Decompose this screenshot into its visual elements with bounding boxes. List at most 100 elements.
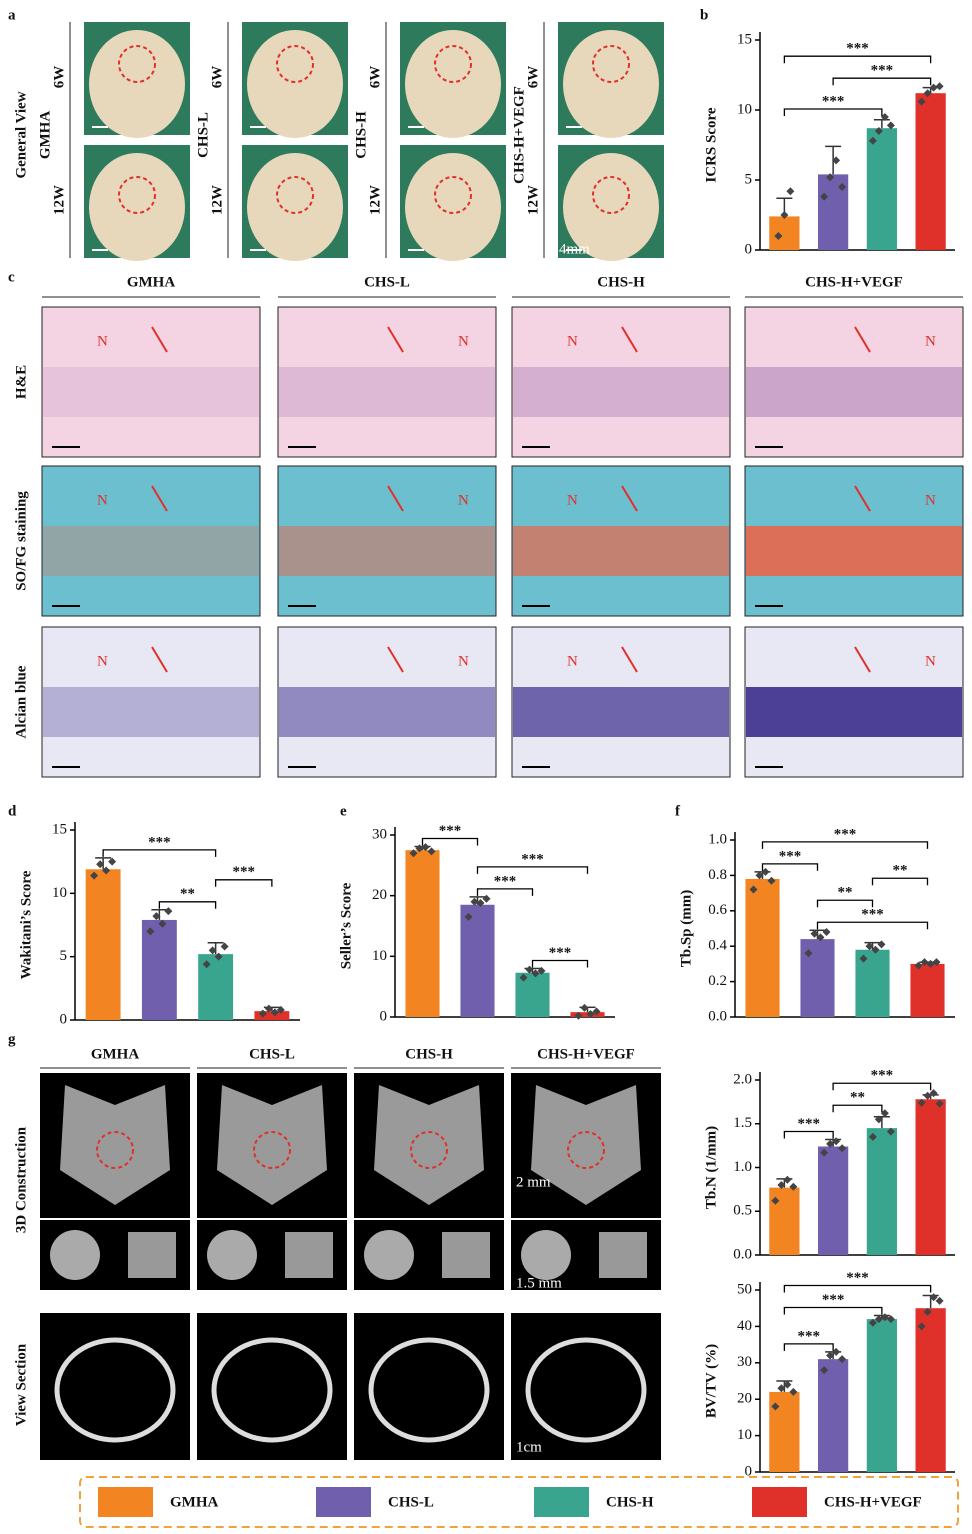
y-tick-label: 20	[372, 887, 387, 903]
row-label: 6W	[367, 66, 383, 89]
region-marker: N	[458, 333, 469, 349]
data-point	[152, 912, 161, 921]
data-point	[832, 1347, 841, 1356]
y-tick-label: 10	[52, 885, 67, 901]
significance-bracket	[783, 1284, 932, 1293]
photo-tissue	[89, 153, 185, 261]
data-point	[929, 1089, 938, 1098]
data-point	[820, 1148, 829, 1157]
data-point	[935, 1296, 944, 1305]
bar	[818, 1359, 849, 1472]
column-header: CHS-L	[364, 274, 410, 290]
significance-bracket	[531, 959, 589, 968]
y-tick-label: 0	[380, 1008, 388, 1024]
data-point	[874, 1115, 883, 1124]
significance-bracket	[421, 837, 479, 846]
y-axis-label: BV/TV (%)	[703, 1344, 719, 1418]
row-label: Alcian blue	[13, 665, 29, 738]
row-label: 6W	[209, 66, 225, 89]
data-point	[276, 1005, 285, 1014]
data-point	[820, 1366, 829, 1375]
data-point	[917, 1322, 926, 1331]
data-point	[868, 136, 877, 145]
column-header: GMHA	[127, 274, 175, 290]
data-point	[771, 1196, 780, 1205]
arrow	[151, 646, 168, 673]
arrow	[151, 326, 168, 353]
histology-layer	[513, 367, 729, 417]
bar	[915, 1308, 946, 1472]
data-point	[917, 97, 926, 106]
data-point	[158, 919, 167, 928]
significance-label: **	[180, 886, 195, 902]
y-axis-label: Seller’s Score	[338, 882, 354, 969]
data-point	[923, 89, 932, 98]
region-marker: N	[567, 653, 578, 669]
defect-circle	[118, 176, 156, 214]
y-tick-label: 0.5	[733, 1203, 752, 1219]
defect-circle	[434, 176, 472, 214]
significance-bracket	[214, 879, 273, 887]
y-tick-label: 0	[60, 1011, 68, 1027]
histology-layer	[513, 687, 729, 737]
panel-letter: f	[675, 803, 681, 819]
photo-tissue	[563, 30, 659, 138]
region-marker: N	[567, 333, 578, 349]
data-point	[783, 1380, 792, 1389]
significance-bracket	[476, 888, 534, 896]
y-tick-label: 1.5	[733, 1115, 752, 1131]
significance-bracket	[832, 1082, 932, 1091]
data-point	[859, 954, 868, 963]
bar	[910, 963, 945, 1017]
defect-circle	[592, 45, 630, 83]
y-tick-label: 0.6	[708, 902, 727, 918]
data-point	[525, 965, 534, 974]
data-point	[886, 121, 895, 130]
significance-label: ***	[521, 851, 544, 867]
region-marker: N	[925, 653, 936, 669]
data-point	[838, 1144, 847, 1153]
data-point	[926, 959, 935, 968]
y-axis-label: ICRS Score	[703, 107, 719, 182]
arrow	[621, 646, 638, 673]
significance-bracket	[783, 1343, 834, 1351]
data-point	[258, 1009, 267, 1018]
data-point	[767, 876, 776, 885]
data-point	[771, 1402, 780, 1411]
ct-core	[521, 1230, 571, 1280]
panel-letter: e	[340, 803, 347, 819]
data-point	[580, 1003, 589, 1012]
panel-letter: a	[8, 7, 16, 23]
significance-label: ***	[846, 41, 869, 57]
data-point	[874, 1315, 883, 1324]
histology-image	[41, 626, 261, 778]
y-tick-label: 0	[745, 241, 753, 257]
significance-label: ***	[846, 1270, 869, 1286]
significance-label: ***	[871, 1068, 894, 1084]
region-marker: N	[458, 492, 469, 508]
histology-image	[41, 306, 261, 458]
row-label: CHS-L	[195, 112, 211, 158]
bar	[254, 1011, 290, 1020]
row-label: 3D Construction	[13, 1126, 29, 1233]
histology-layer	[279, 687, 495, 737]
significance-label: ***	[822, 1292, 845, 1308]
significance-label: **	[893, 863, 908, 879]
y-tick-label: 40	[737, 1318, 752, 1334]
data-point	[586, 1009, 595, 1018]
panel-letter: g	[8, 1031, 16, 1047]
data-point	[146, 927, 155, 936]
defect-circle	[567, 1131, 605, 1169]
bar	[85, 869, 121, 1020]
significance-bracket	[783, 108, 883, 116]
histology-layer	[746, 367, 962, 417]
ct-femur	[217, 1085, 327, 1205]
bar	[866, 1319, 897, 1472]
significance-bracket	[783, 1130, 834, 1139]
data-point	[935, 1099, 944, 1108]
ct-section	[211, 1337, 333, 1443]
defect-circle	[410, 1131, 448, 1169]
significance-bracket	[476, 866, 589, 874]
data-point	[786, 187, 795, 196]
